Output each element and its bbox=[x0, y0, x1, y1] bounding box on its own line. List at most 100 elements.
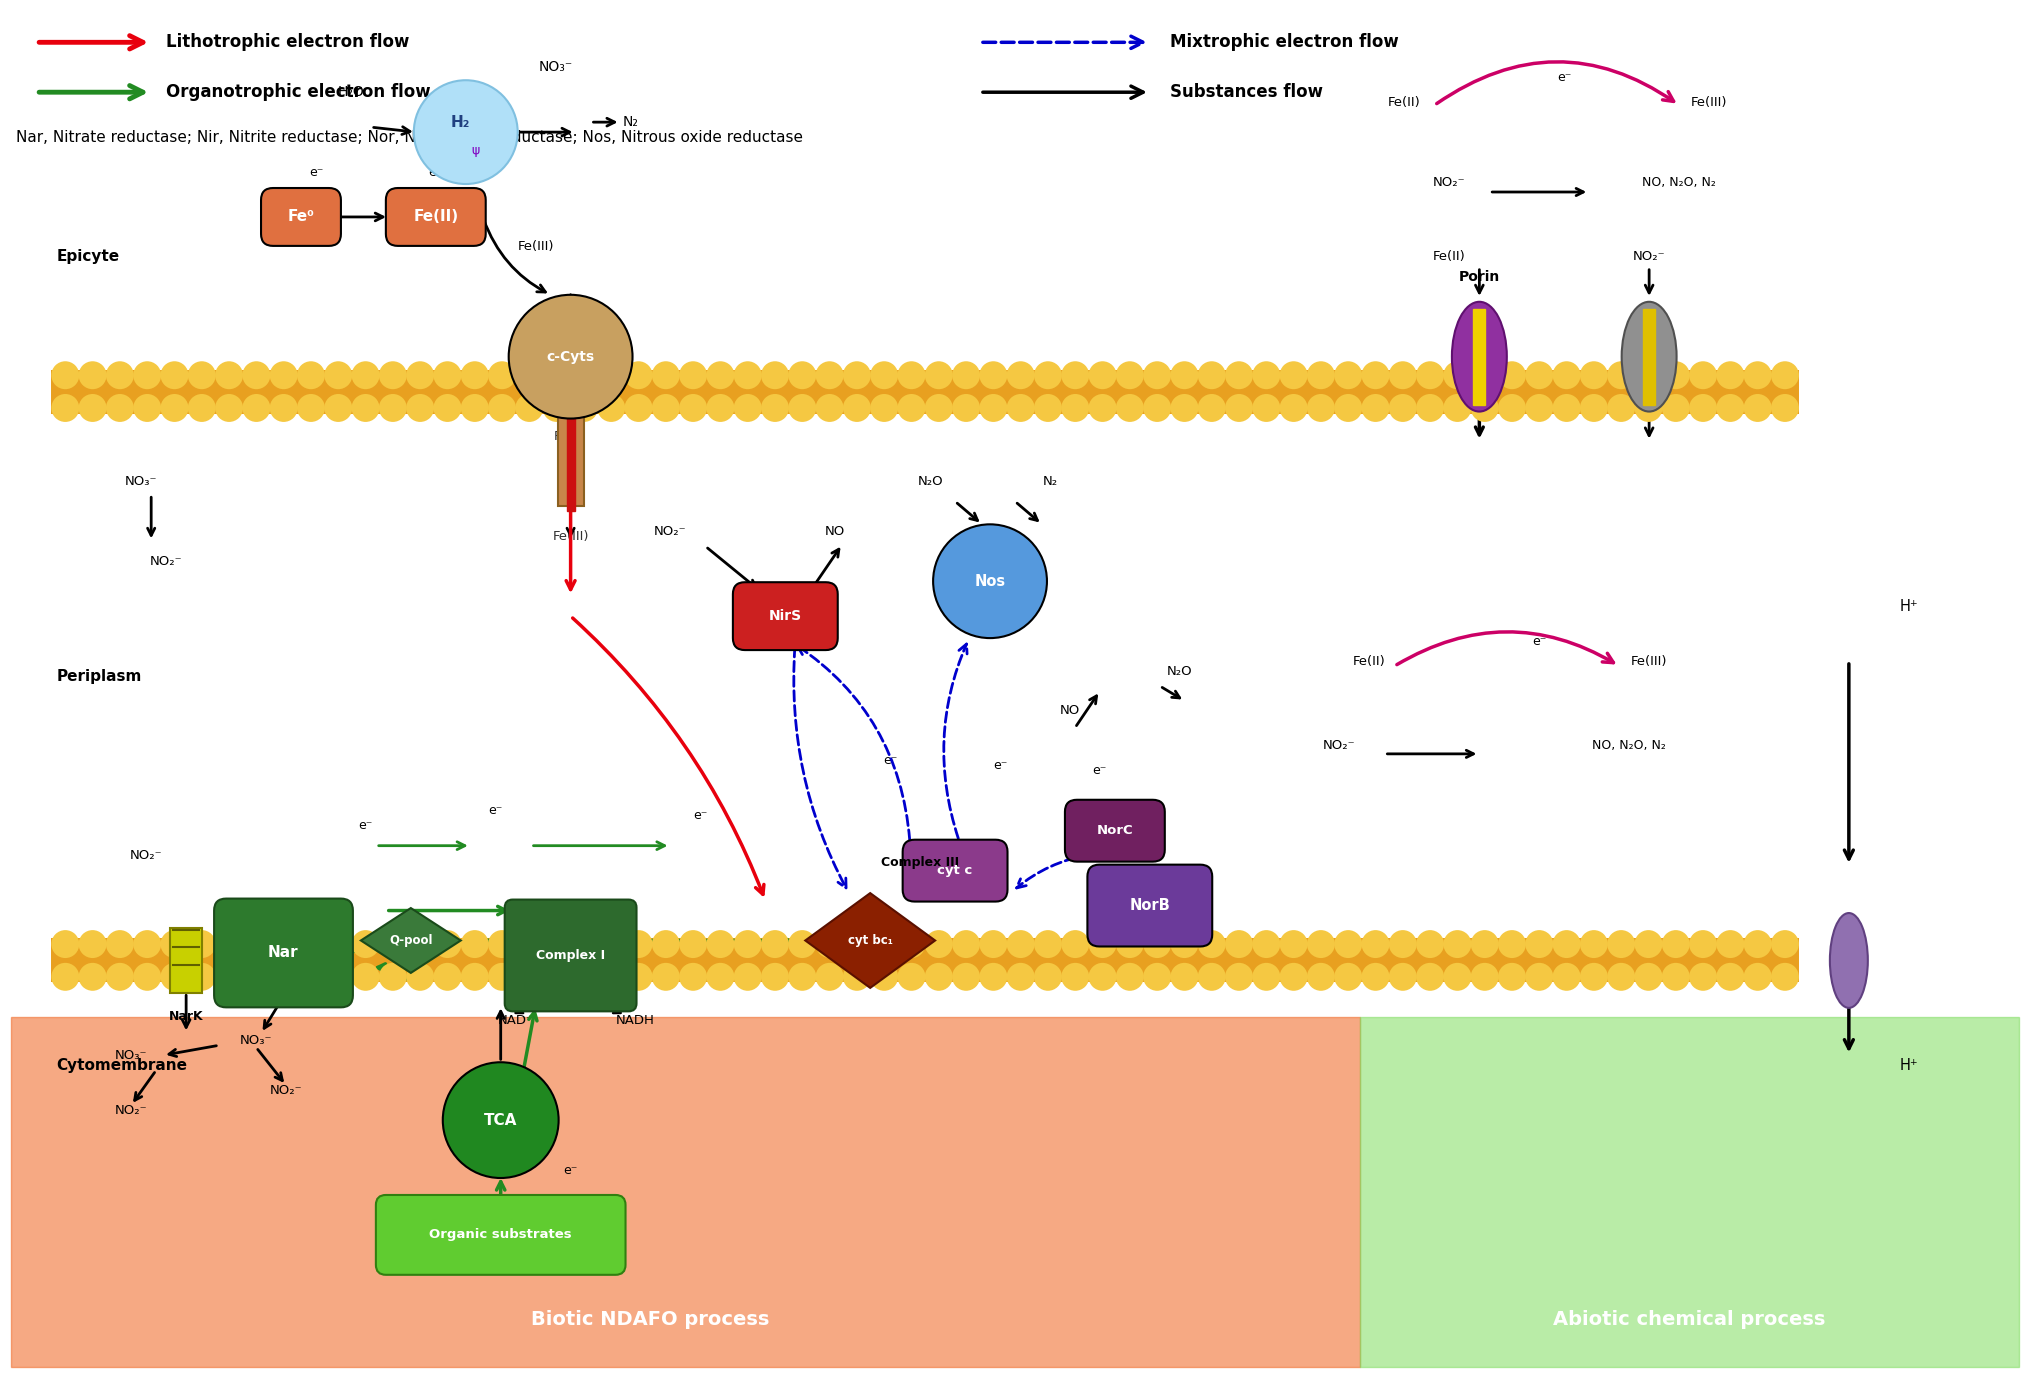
Circle shape bbox=[1552, 394, 1581, 422]
Circle shape bbox=[707, 963, 734, 991]
Circle shape bbox=[1006, 362, 1034, 389]
Circle shape bbox=[843, 930, 872, 958]
Circle shape bbox=[242, 930, 270, 958]
Bar bbox=[1644, 308, 1656, 405]
Circle shape bbox=[1634, 362, 1662, 389]
Circle shape bbox=[762, 362, 788, 389]
Circle shape bbox=[788, 362, 817, 389]
FancyBboxPatch shape bbox=[260, 189, 341, 246]
Circle shape bbox=[242, 362, 270, 389]
Circle shape bbox=[898, 394, 925, 422]
Circle shape bbox=[898, 963, 925, 991]
Text: c-Cyts: c-Cyts bbox=[547, 350, 595, 363]
Circle shape bbox=[134, 362, 161, 389]
Circle shape bbox=[79, 394, 106, 422]
Circle shape bbox=[1116, 963, 1144, 991]
Circle shape bbox=[352, 930, 380, 958]
Circle shape bbox=[1581, 963, 1607, 991]
Circle shape bbox=[1089, 394, 1116, 422]
Circle shape bbox=[516, 362, 543, 389]
Circle shape bbox=[1689, 963, 1717, 991]
Circle shape bbox=[1225, 362, 1254, 389]
Circle shape bbox=[979, 930, 1008, 958]
Text: NO₂⁻: NO₂⁻ bbox=[270, 1084, 303, 1097]
Circle shape bbox=[378, 963, 406, 991]
Text: e⁻: e⁻ bbox=[360, 819, 374, 832]
FancyBboxPatch shape bbox=[386, 189, 486, 246]
Bar bbox=[171, 927, 201, 993]
Circle shape bbox=[679, 963, 707, 991]
Circle shape bbox=[1061, 930, 1089, 958]
Text: Fe(II): Fe(II) bbox=[555, 431, 587, 443]
Circle shape bbox=[1689, 394, 1717, 422]
Circle shape bbox=[215, 362, 244, 389]
Circle shape bbox=[1361, 362, 1390, 389]
Circle shape bbox=[652, 362, 681, 389]
Circle shape bbox=[1471, 963, 1500, 991]
Text: Fe(II): Fe(II) bbox=[1353, 655, 1386, 667]
Circle shape bbox=[134, 930, 161, 958]
Ellipse shape bbox=[1831, 914, 1867, 1007]
Text: cyt c: cyt c bbox=[937, 864, 973, 877]
Circle shape bbox=[1116, 394, 1144, 422]
Circle shape bbox=[516, 394, 543, 422]
Circle shape bbox=[508, 294, 632, 418]
Circle shape bbox=[953, 394, 979, 422]
Circle shape bbox=[1307, 930, 1335, 958]
Ellipse shape bbox=[1622, 301, 1676, 411]
Circle shape bbox=[1335, 930, 1361, 958]
Text: Fe(III): Fe(III) bbox=[553, 530, 589, 542]
Circle shape bbox=[1006, 963, 1034, 991]
Circle shape bbox=[51, 963, 79, 991]
Text: TCA: TCA bbox=[484, 1113, 518, 1127]
Circle shape bbox=[325, 362, 352, 389]
Circle shape bbox=[979, 963, 1008, 991]
Text: Abiotic chemical process: Abiotic chemical process bbox=[1552, 1310, 1825, 1329]
Circle shape bbox=[297, 362, 325, 389]
Circle shape bbox=[1034, 362, 1063, 389]
Text: NADH: NADH bbox=[616, 1014, 654, 1026]
Circle shape bbox=[1634, 930, 1662, 958]
Circle shape bbox=[898, 930, 925, 958]
Circle shape bbox=[1034, 963, 1063, 991]
Text: NO₂⁻: NO₂⁻ bbox=[130, 849, 163, 863]
Text: Porin: Porin bbox=[1459, 270, 1500, 283]
Circle shape bbox=[679, 394, 707, 422]
FancyBboxPatch shape bbox=[1065, 799, 1164, 861]
Circle shape bbox=[1225, 930, 1254, 958]
Text: NO₃⁻: NO₃⁻ bbox=[124, 475, 156, 488]
Circle shape bbox=[433, 394, 461, 422]
Polygon shape bbox=[805, 893, 935, 988]
Circle shape bbox=[1526, 930, 1552, 958]
Text: NO₂⁻: NO₂⁻ bbox=[1433, 176, 1465, 189]
Circle shape bbox=[1361, 930, 1390, 958]
FancyBboxPatch shape bbox=[213, 899, 354, 1007]
Circle shape bbox=[187, 930, 215, 958]
Circle shape bbox=[1225, 963, 1254, 991]
Circle shape bbox=[788, 930, 817, 958]
Circle shape bbox=[815, 930, 843, 958]
Circle shape bbox=[415, 80, 518, 184]
Circle shape bbox=[106, 963, 134, 991]
Circle shape bbox=[1252, 394, 1280, 422]
Circle shape bbox=[843, 394, 872, 422]
Circle shape bbox=[187, 394, 215, 422]
Circle shape bbox=[79, 930, 106, 958]
Circle shape bbox=[270, 930, 297, 958]
Text: e⁻: e⁻ bbox=[994, 760, 1008, 772]
Circle shape bbox=[1772, 394, 1798, 422]
Circle shape bbox=[569, 930, 597, 958]
Circle shape bbox=[51, 362, 79, 389]
Circle shape bbox=[352, 963, 380, 991]
Circle shape bbox=[1361, 394, 1390, 422]
Circle shape bbox=[1526, 362, 1552, 389]
Circle shape bbox=[1144, 394, 1170, 422]
Circle shape bbox=[1361, 963, 1390, 991]
Circle shape bbox=[242, 394, 270, 422]
Circle shape bbox=[1170, 963, 1199, 991]
Circle shape bbox=[1280, 362, 1309, 389]
Text: Complex III: Complex III bbox=[882, 856, 959, 868]
Circle shape bbox=[106, 394, 134, 422]
Circle shape bbox=[1307, 362, 1335, 389]
Circle shape bbox=[1388, 394, 1416, 422]
